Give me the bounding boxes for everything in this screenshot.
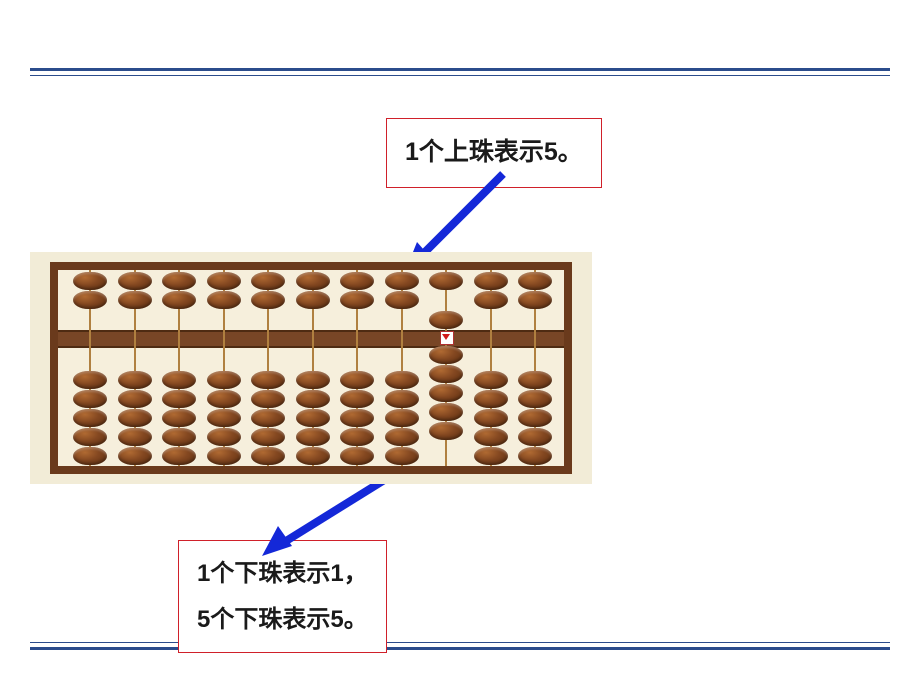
abacus-bead-upper bbox=[518, 291, 552, 309]
abacus-bead-lower bbox=[296, 390, 330, 408]
abacus-bead-lower bbox=[474, 428, 508, 446]
abacus-bead-upper bbox=[251, 291, 285, 309]
abacus-bead-lower bbox=[518, 447, 552, 465]
abacus-bead-upper bbox=[251, 272, 285, 290]
abacus-bead-lower bbox=[340, 390, 374, 408]
abacus-bead-lower bbox=[118, 390, 152, 408]
abacus-unit-marker bbox=[440, 331, 454, 345]
abacus-bead-lower bbox=[429, 384, 463, 402]
abacus-bead-upper bbox=[296, 272, 330, 290]
abacus-bead-lower bbox=[385, 409, 419, 427]
abacus-bead-lower bbox=[385, 447, 419, 465]
abacus bbox=[30, 252, 592, 484]
abacus-bead-lower bbox=[385, 390, 419, 408]
abacus-bead-lower bbox=[340, 371, 374, 389]
abacus-bead-upper bbox=[207, 272, 241, 290]
abacus-bead-lower bbox=[251, 428, 285, 446]
abacus-bead-lower bbox=[474, 371, 508, 389]
abacus-bead-lower bbox=[73, 409, 107, 427]
abacus-bead-lower bbox=[162, 390, 196, 408]
abacus-bead-lower bbox=[118, 447, 152, 465]
abacus-bead-lower bbox=[207, 390, 241, 408]
abacus-bead-lower bbox=[207, 409, 241, 427]
abacus-bead-lower bbox=[118, 409, 152, 427]
abacus-bead-lower bbox=[162, 371, 196, 389]
abacus-bead-upper bbox=[73, 291, 107, 309]
abacus-bead-upper bbox=[162, 272, 196, 290]
bottom-rule-light bbox=[30, 642, 890, 643]
abacus-bead-lower bbox=[296, 447, 330, 465]
abacus-bead-lower bbox=[429, 422, 463, 440]
abacus-bead-lower bbox=[73, 428, 107, 446]
abacus-bead-upper bbox=[474, 272, 508, 290]
abacus-bead-lower bbox=[162, 447, 196, 465]
abacus-bead-upper bbox=[73, 272, 107, 290]
bottom-rule-heavy bbox=[30, 647, 890, 650]
abacus-bead-lower bbox=[207, 371, 241, 389]
abacus-bead-lower bbox=[385, 428, 419, 446]
abacus-bead-lower bbox=[518, 390, 552, 408]
abacus-bead-lower bbox=[73, 390, 107, 408]
abacus-bead-lower bbox=[340, 428, 374, 446]
abacus-bead-lower bbox=[162, 409, 196, 427]
abacus-bead-upper bbox=[296, 291, 330, 309]
abacus-rods bbox=[58, 270, 564, 466]
abacus-bead-lower bbox=[429, 365, 463, 383]
abacus-bead-upper bbox=[474, 291, 508, 309]
abacus-bead-upper bbox=[118, 291, 152, 309]
abacus-bead-lower bbox=[118, 428, 152, 446]
abacus-bead-lower bbox=[73, 371, 107, 389]
abacus-bead-lower bbox=[518, 371, 552, 389]
abacus-bead-lower bbox=[474, 447, 508, 465]
abacus-bead-upper bbox=[340, 272, 374, 290]
top-rule-light bbox=[30, 75, 890, 76]
abacus-bead-upper bbox=[385, 272, 419, 290]
abacus-bead-lower bbox=[518, 409, 552, 427]
abacus-bead-lower bbox=[429, 346, 463, 364]
abacus-bead-lower bbox=[118, 371, 152, 389]
abacus-bead-upper bbox=[162, 291, 196, 309]
abacus-bead-lower bbox=[162, 428, 196, 446]
abacus-bead-upper bbox=[385, 291, 419, 309]
slide-stage: 1个上珠表示5。 1个下珠表示1， 5个下珠表示5。 bbox=[0, 0, 920, 690]
abacus-bead-lower bbox=[296, 371, 330, 389]
abacus-bead-lower bbox=[207, 428, 241, 446]
abacus-bead-lower bbox=[296, 428, 330, 446]
abacus-bead-lower bbox=[251, 409, 285, 427]
abacus-bead-lower bbox=[429, 403, 463, 421]
top-rule-heavy bbox=[30, 68, 890, 71]
abacus-bead-lower bbox=[296, 409, 330, 427]
abacus-bead-lower bbox=[340, 447, 374, 465]
abacus-bead-upper bbox=[118, 272, 152, 290]
abacus-bead-lower bbox=[73, 447, 107, 465]
abacus-bead-lower bbox=[251, 447, 285, 465]
abacus-bead-lower bbox=[518, 428, 552, 446]
callout-lower-bead-line2: 5个下珠表示5。 bbox=[197, 597, 368, 643]
abacus-frame bbox=[50, 262, 572, 474]
abacus-bead-upper bbox=[207, 291, 241, 309]
abacus-bead-lower bbox=[385, 371, 419, 389]
abacus-bead-lower bbox=[207, 447, 241, 465]
abacus-bead-lower bbox=[474, 409, 508, 427]
abacus-bead-upper bbox=[429, 311, 463, 329]
abacus-bead-lower bbox=[340, 409, 374, 427]
abacus-bead-lower bbox=[474, 390, 508, 408]
abacus-bead-lower bbox=[251, 371, 285, 389]
callout-upper-bead-text: 1个上珠表示5。 bbox=[405, 138, 583, 166]
abacus-bead-upper bbox=[340, 291, 374, 309]
abacus-bead-upper bbox=[429, 272, 463, 290]
abacus-bead-upper bbox=[518, 272, 552, 290]
abacus-bead-lower bbox=[251, 390, 285, 408]
